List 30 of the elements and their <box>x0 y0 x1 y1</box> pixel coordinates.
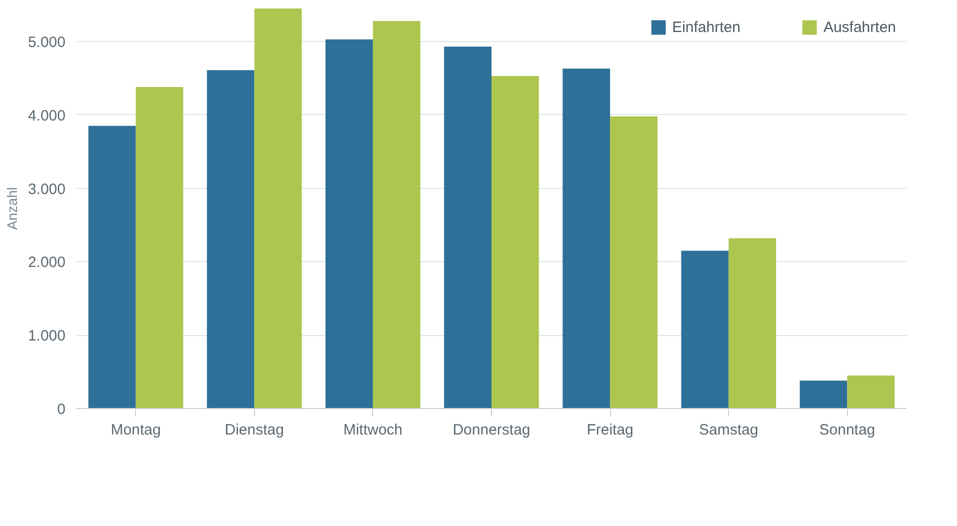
bar <box>88 126 136 408</box>
bar <box>326 39 373 408</box>
x-tick-label: Mittwoch <box>343 422 403 438</box>
x-tick-label: Freitag <box>586 422 634 438</box>
bar <box>800 380 848 408</box>
x-tick-label: Samstag <box>699 422 758 438</box>
bar <box>254 8 302 408</box>
bar <box>728 238 776 408</box>
bar <box>492 76 539 408</box>
bar <box>562 68 610 408</box>
bar <box>847 375 895 408</box>
x-tick-label: Dienstag <box>224 422 284 438</box>
y-tick-label: 3.000 <box>28 180 66 198</box>
legend-label: Einfahrten <box>672 18 740 36</box>
y-axis-title: Anzahl <box>4 187 20 230</box>
bar <box>444 46 492 408</box>
x-tick-label: Montag <box>110 422 161 438</box>
x-tick-label: Sonntag <box>819 422 876 438</box>
y-tick-label: 1.000 <box>28 328 66 345</box>
bar <box>610 116 658 408</box>
y-tick-label: 4.000 <box>28 107 66 124</box>
bar <box>372 20 420 408</box>
y-tick-label: 5.000 <box>28 34 66 52</box>
bar <box>206 70 254 408</box>
legend-label: Ausfahrten <box>823 18 896 36</box>
y-tick-label: 2.000 <box>28 254 66 272</box>
bar <box>681 250 729 408</box>
bar <box>136 87 184 408</box>
x-tick-label: Donnerstag <box>452 422 530 438</box>
y-tick-label: 0 <box>57 401 66 418</box>
